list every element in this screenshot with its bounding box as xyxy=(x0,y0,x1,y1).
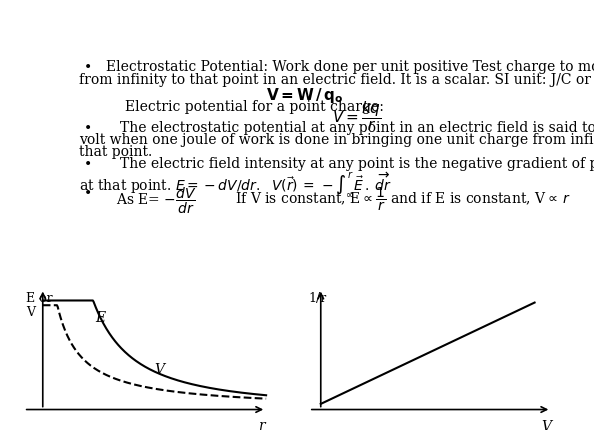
Text: V: V xyxy=(542,419,551,430)
Text: •: • xyxy=(83,185,91,200)
Text: Electrostatic Potential: Work done per unit positive Test charge to move it: Electrostatic Potential: Work done per u… xyxy=(106,60,594,74)
Text: from infinity to that point in an electric field. It is a scalar. SI unit: J/C o: from infinity to that point in an electr… xyxy=(79,73,594,86)
Text: E: E xyxy=(95,310,105,325)
Text: Electric potential for a point charge:: Electric potential for a point charge: xyxy=(125,100,384,114)
Text: V: V xyxy=(154,362,165,377)
Text: that point.: that point. xyxy=(79,145,152,159)
Text: volt when one joule of work is done in bringing one unit charge from infinity to: volt when one joule of work is done in b… xyxy=(79,133,594,147)
Text: r: r xyxy=(258,418,265,430)
Text: at that point. $E = -dV/dr.$  $V(\vec{r})\, =\, -\int_{\infty}^{r} \vec{E}\,.\,\: at that point. $E = -dV/dr.$ $V(\vec{r})… xyxy=(79,169,391,198)
Text: $\mathbf{V = W\,/\,q_o}$: $\mathbf{V = W\,/\,q_o}$ xyxy=(266,86,343,104)
Text: •: • xyxy=(83,121,91,135)
Text: V: V xyxy=(26,305,35,319)
Text: •: • xyxy=(83,157,91,171)
Text: As E= $-\dfrac{dV}{dr}$: As E= $-\dfrac{dV}{dr}$ xyxy=(116,185,196,215)
Text: $V = \dfrac{kq}{r}$: $V = \dfrac{kq}{r}$ xyxy=(332,99,382,132)
Text: 1/r: 1/r xyxy=(309,292,327,304)
Text: •: • xyxy=(83,60,91,74)
Text: The electric field intensity at any point is the negative gradient of potential: The electric field intensity at any poin… xyxy=(120,157,594,171)
Text: If V is constant, E$\propto\dfrac{1}{r}$ and if E is constant, V$\propto\, r$: If V is constant, E$\propto\dfrac{1}{r}$… xyxy=(235,185,571,213)
Text: E or: E or xyxy=(26,292,53,304)
Text: The electrostatic potential at any point in an electric field is said to be one: The electrostatic potential at any point… xyxy=(120,121,594,135)
